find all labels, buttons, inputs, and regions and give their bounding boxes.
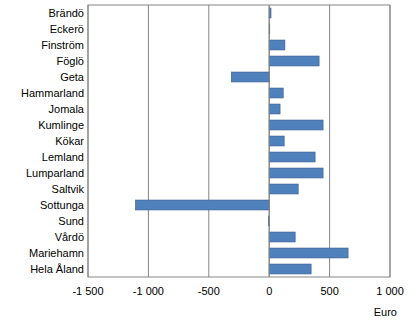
category-label: Kökar xyxy=(55,135,84,147)
category-label: Finström xyxy=(41,39,84,51)
grid-line xyxy=(269,5,270,277)
bar xyxy=(269,120,323,130)
bars xyxy=(135,8,348,274)
category-label: Geta xyxy=(60,71,85,83)
category-label: Hammarland xyxy=(21,87,84,99)
category-label: Saltvik xyxy=(52,183,85,195)
category-label: Mariehamn xyxy=(29,247,84,259)
bar xyxy=(269,104,280,114)
tick-label: -500 xyxy=(198,285,220,297)
category-label: Sottunga xyxy=(40,199,85,211)
tick-label: 1 000 xyxy=(376,285,404,297)
category-label: Jomala xyxy=(49,103,85,115)
axis-label: Euro xyxy=(374,306,397,318)
category-label: Kumlinge xyxy=(38,119,84,131)
category-label: Vårdö xyxy=(55,231,84,243)
zero-axis xyxy=(269,5,270,277)
grid-line xyxy=(208,5,209,277)
tick-label: 500 xyxy=(320,285,338,297)
bar xyxy=(269,184,298,194)
bar xyxy=(269,264,311,274)
bar xyxy=(135,200,269,210)
category-label: Brändö xyxy=(49,7,84,19)
tick-label: 0 xyxy=(266,285,272,297)
bar xyxy=(269,56,319,66)
bar xyxy=(269,40,285,50)
tick-label: -1 000 xyxy=(133,285,164,297)
tick-label: -1 500 xyxy=(72,285,103,297)
category-label: Sund xyxy=(58,215,84,227)
bar xyxy=(269,136,284,146)
bar xyxy=(269,88,283,98)
category-label: Hela Åland xyxy=(30,263,84,275)
grid-line xyxy=(329,5,330,277)
bar xyxy=(231,72,269,82)
category-label: Eckerö xyxy=(50,23,84,35)
category-label: Föglö xyxy=(56,55,84,67)
chart: Brändö Eckerö Finström Föglö Geta Hammarland J… xyxy=(0,0,416,329)
plot-frame xyxy=(88,5,390,277)
bar xyxy=(269,168,323,178)
category-label: Lemland xyxy=(42,151,84,163)
bar xyxy=(269,248,348,258)
category-label: Lumparland xyxy=(26,167,84,179)
bar xyxy=(269,152,315,162)
grid-line xyxy=(148,5,149,277)
bar xyxy=(269,232,295,242)
